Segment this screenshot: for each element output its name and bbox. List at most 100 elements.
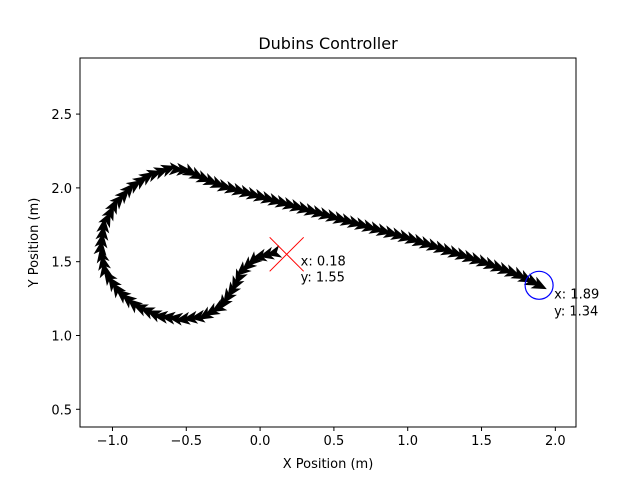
path-arrow [175, 311, 191, 325]
path-arrow [361, 219, 378, 232]
path-arrow [382, 225, 399, 238]
path-arrow [454, 247, 471, 260]
path-arrow [296, 201, 313, 214]
path-arrow [112, 282, 127, 299]
path-arrow [167, 312, 184, 326]
x-tick-label: −1.0 [97, 434, 129, 449]
path-arrow [189, 309, 206, 323]
path-arrow [96, 217, 110, 234]
path-arrow [131, 176, 149, 190]
path-arrow [397, 229, 414, 242]
path-arrow [139, 307, 156, 320]
path-arrow [235, 268, 248, 285]
path-arrow [94, 232, 108, 249]
y-axis-label: Y Position (m) [27, 198, 42, 289]
path-arrow [115, 289, 132, 304]
path-arrow [368, 221, 385, 234]
path-arrow [198, 306, 215, 320]
path-arrow [101, 205, 115, 222]
path-arrow [182, 310, 199, 324]
plot-content [93, 162, 554, 326]
path-arrow [310, 205, 327, 218]
path-arrow [241, 256, 258, 272]
path-arrow [132, 304, 149, 317]
x-tick-label: 1.0 [397, 434, 418, 449]
path-arrow [238, 184, 255, 198]
path-arrow [93, 240, 107, 256]
path-arrow [247, 251, 263, 267]
path-arrow [195, 170, 212, 183]
x-axis: −1.0 −0.5 0.0 0.5 1.0 1.5 2.0 [97, 427, 566, 449]
x-tick-label: 0.5 [324, 434, 345, 449]
path-arrow [353, 217, 371, 230]
path-arrow [95, 225, 109, 241]
path-arrow [447, 245, 464, 258]
path-arrow [404, 231, 421, 244]
path-arrow [209, 175, 226, 188]
x-tick-label: 1.5 [471, 434, 492, 449]
path-arrow [223, 180, 241, 194]
path-arrow [159, 164, 177, 178]
path-arrow [390, 227, 407, 240]
path-arrow [211, 298, 228, 313]
path-arrow [219, 293, 233, 310]
path-arrow [245, 186, 262, 200]
path-arrow [104, 198, 118, 215]
path-arrow [160, 311, 176, 325]
path-arrow [252, 188, 269, 202]
path-arrow [96, 247, 110, 264]
path-arrow [216, 178, 233, 192]
path-arrow [482, 256, 499, 269]
y-tick-label: 2.5 [51, 108, 72, 123]
x-tick-label: 0.0 [250, 434, 271, 449]
path-arrow [432, 240, 450, 253]
path-arrow [204, 302, 221, 316]
path-arrow [425, 238, 442, 251]
path-arrow [109, 194, 125, 210]
y-tick-label: 2.0 [51, 182, 72, 197]
path-arrow [223, 287, 237, 304]
path-arrow [121, 293, 138, 309]
path-arrow [146, 310, 163, 323]
path-arrow [496, 261, 513, 275]
goal-label-y: y: 1.34 [554, 304, 598, 319]
path-arrow [152, 167, 170, 180]
path-arrow [181, 163, 198, 176]
y-tick-label: 1.0 [51, 329, 72, 344]
path-arrow [266, 245, 283, 258]
path-arrow [202, 172, 219, 186]
path-arrow [317, 207, 334, 220]
path-arrow [114, 188, 130, 205]
path-arrow [176, 162, 192, 176]
path-arrow [489, 259, 506, 272]
path-arrow [236, 261, 252, 277]
path-arrow [227, 281, 242, 298]
path-arrow [267, 192, 284, 206]
y-tick-label: 0.5 [51, 403, 72, 418]
path-arrow [375, 223, 392, 236]
path-arrow [418, 235, 435, 249]
path-arrow [231, 275, 245, 292]
path-arrow [339, 213, 356, 226]
x-axis-label: X Position (m) [283, 457, 374, 472]
path-arrow [188, 166, 205, 180]
path-arrow [145, 169, 163, 183]
start-marker [269, 236, 305, 272]
path-arrow [251, 248, 268, 262]
path-arrow [127, 298, 144, 314]
path-arrow [517, 269, 534, 283]
path-arrow [530, 276, 547, 290]
path-arrow [468, 251, 485, 265]
path-arrow [125, 180, 142, 194]
path-arrow [523, 273, 541, 286]
path-arrow [332, 211, 349, 224]
path-arrow [325, 209, 342, 222]
annotations: x: 0.18 y: 1.55 x: 1.89 y: 1.34 [301, 254, 600, 319]
path-arrow [274, 194, 291, 208]
goal-marker [524, 270, 554, 300]
path-arrow [152, 310, 169, 324]
chart-title: Dubins Controller [258, 34, 398, 53]
path-arrow [98, 211, 111, 229]
path-arrow [103, 270, 118, 287]
